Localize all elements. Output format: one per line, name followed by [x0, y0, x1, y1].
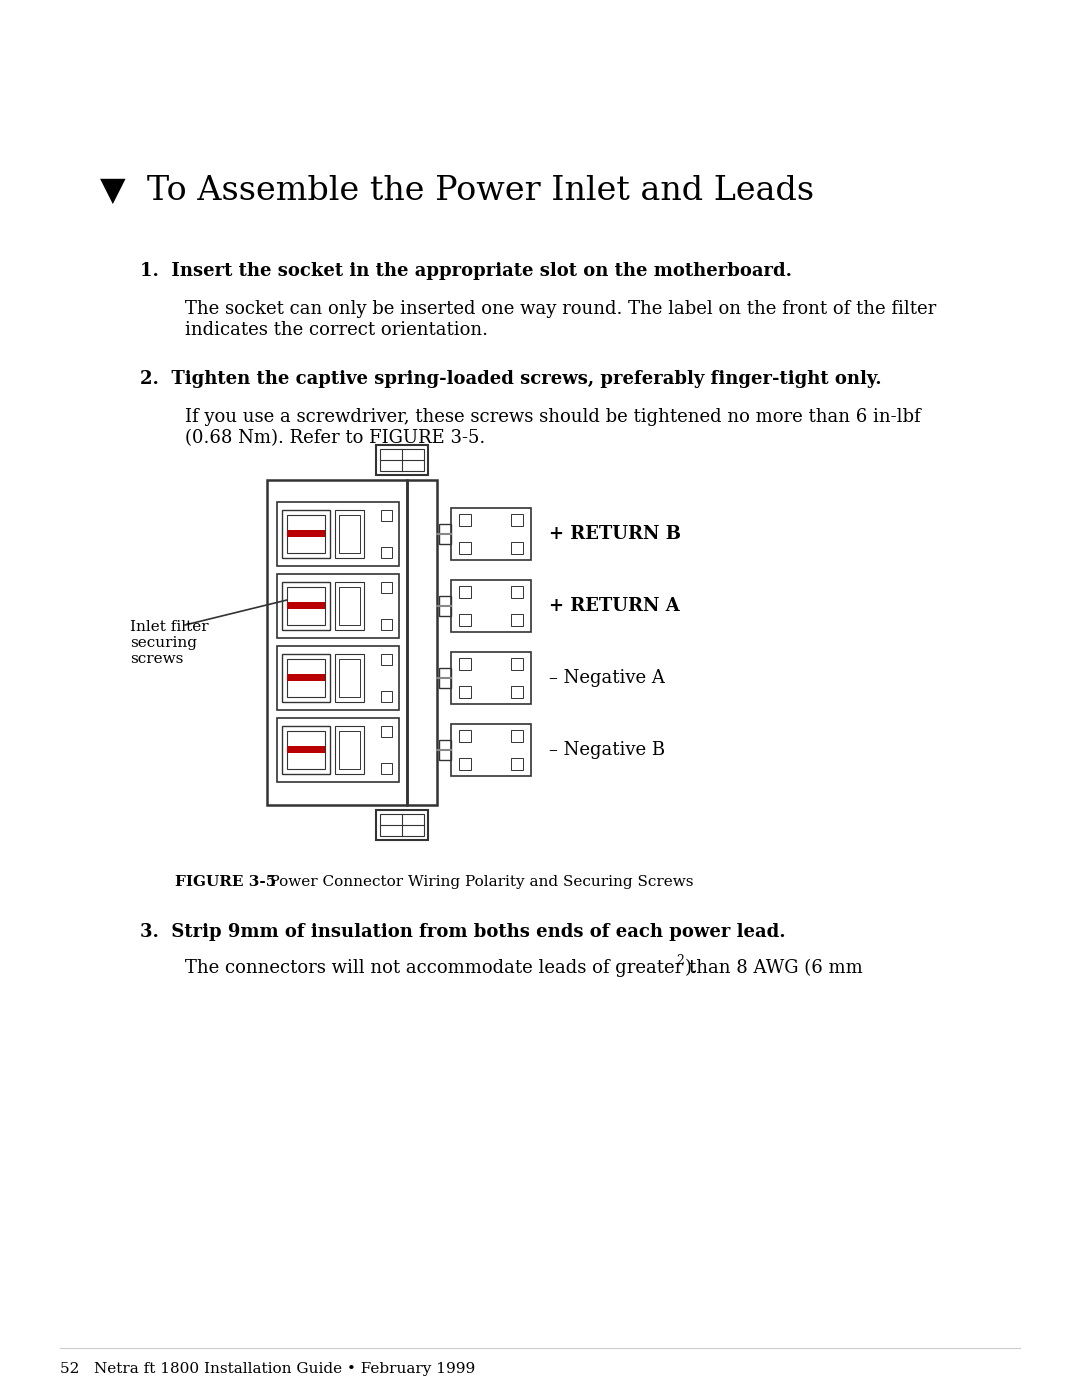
Bar [276, 574, 399, 638]
Bar [335, 583, 364, 630]
Bar [459, 759, 471, 770]
Bar [459, 514, 471, 527]
Bar [511, 615, 523, 626]
Bar [380, 814, 424, 835]
Bar [282, 726, 329, 774]
Bar [287, 659, 325, 697]
Bar [438, 668, 451, 687]
Text: 2.  Tighten the captive spring-loaded screws, preferably finger-tight only.: 2. Tighten the captive spring-loaded scr… [140, 370, 881, 388]
Bar [511, 658, 523, 671]
Bar [339, 659, 360, 697]
Bar [511, 759, 523, 770]
Bar [511, 542, 523, 555]
Bar [287, 587, 325, 624]
Bar [276, 718, 399, 782]
Bar [459, 686, 471, 698]
Bar [511, 585, 523, 598]
Bar [381, 510, 392, 521]
Bar [438, 740, 451, 760]
Bar [287, 731, 325, 768]
Bar [276, 502, 399, 566]
Bar [381, 763, 392, 774]
Text: – Negative B: – Negative B [549, 740, 665, 759]
Bar [381, 654, 392, 665]
Bar [335, 654, 364, 703]
Bar [451, 652, 531, 704]
Bar [511, 514, 523, 527]
Bar [451, 509, 531, 560]
Text: + RETURN B: + RETURN B [549, 525, 681, 543]
Text: If you use a screwdriver, these screws should be tightened no more than 6 in-lbf: If you use a screwdriver, these screws s… [185, 408, 920, 447]
Bar [459, 615, 471, 626]
Bar [376, 446, 428, 475]
Bar [339, 731, 360, 768]
Text: FIGURE 3-5: FIGURE 3-5 [175, 875, 276, 888]
Bar [381, 583, 392, 592]
Text: ).: ). [685, 958, 698, 977]
Text: The socket can only be inserted one way round. The label on the front of the fil: The socket can only be inserted one way … [185, 300, 936, 339]
Bar [451, 580, 531, 631]
Bar [339, 515, 360, 553]
Bar [451, 724, 531, 775]
Bar [380, 448, 424, 471]
Bar [276, 645, 399, 710]
Bar [407, 481, 437, 805]
Bar [438, 597, 451, 616]
Bar [282, 654, 329, 703]
Bar [459, 585, 471, 598]
Bar [381, 548, 392, 557]
Bar [287, 746, 325, 753]
Bar [335, 726, 364, 774]
Bar [511, 731, 523, 742]
Text: Inlet filter
securing
screws: Inlet filter securing screws [130, 620, 208, 666]
Bar [438, 524, 451, 543]
Bar [339, 587, 360, 624]
Text: Power Connector Wiring Polarity and Securing Screws: Power Connector Wiring Polarity and Secu… [249, 875, 693, 888]
Bar [282, 510, 329, 557]
Text: ▼  To Assemble the Power Inlet and Leads: ▼ To Assemble the Power Inlet and Leads [100, 175, 814, 207]
Bar [459, 658, 471, 671]
Bar [267, 481, 407, 805]
Bar [287, 529, 325, 536]
Text: The connectors will not accommodate leads of greater than 8 AWG (6 mm: The connectors will not accommodate lead… [185, 958, 863, 978]
Bar [282, 583, 329, 630]
Bar [381, 726, 392, 738]
Bar [459, 542, 471, 555]
Text: – Negative A: – Negative A [549, 669, 665, 687]
Bar [511, 686, 523, 698]
Bar [287, 515, 325, 553]
Bar [459, 731, 471, 742]
Bar [376, 810, 428, 840]
Text: + RETURN A: + RETURN A [549, 597, 679, 615]
Bar [287, 673, 325, 680]
Bar [381, 619, 392, 630]
Text: 2: 2 [676, 954, 684, 967]
Text: 3.  Strip 9mm of insulation from boths ends of each power lead.: 3. Strip 9mm of insulation from boths en… [140, 923, 785, 942]
Bar [381, 692, 392, 703]
Text: 1.  Insert the socket in the appropriate slot on the motherboard.: 1. Insert the socket in the appropriate … [140, 263, 792, 279]
Text: 52   Netra ft 1800 Installation Guide • February 1999: 52 Netra ft 1800 Installation Guide • Fe… [60, 1362, 475, 1376]
Bar [335, 510, 364, 557]
Bar [287, 602, 325, 609]
